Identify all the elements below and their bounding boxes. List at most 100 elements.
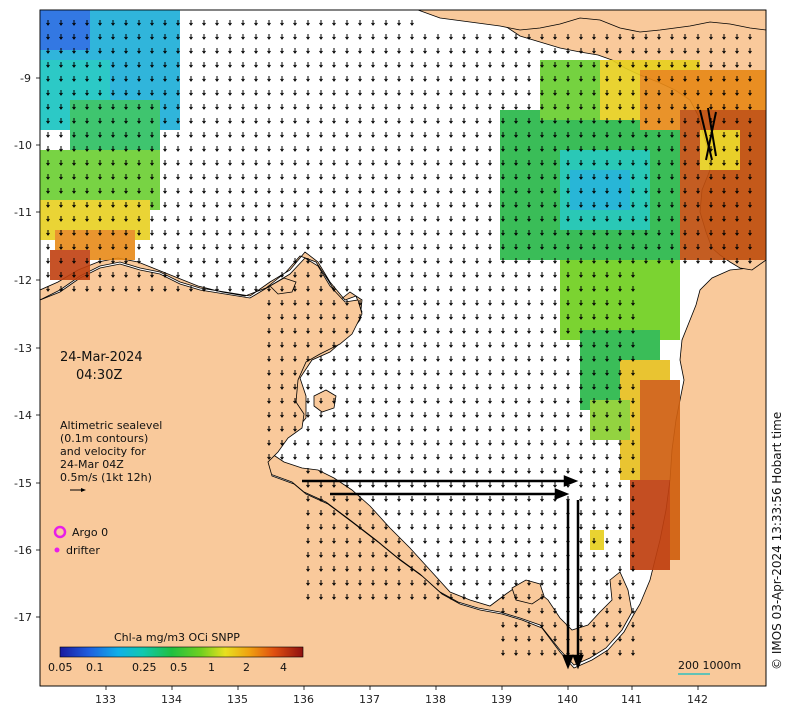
velocity-arrow: [397, 342, 401, 348]
velocity-arrow: [319, 20, 323, 26]
velocity-arrow: [410, 496, 414, 502]
velocity-arrow: [696, 216, 700, 222]
velocity-arrow: [293, 286, 297, 292]
drifter-label: drifter: [66, 544, 100, 557]
velocity-arrow: [332, 258, 336, 264]
velocity-arrow: [332, 580, 336, 586]
velocity-arrow: [514, 398, 518, 404]
velocity-arrow: [670, 132, 674, 138]
velocity-arrow: [241, 258, 245, 264]
velocity-arrow: [592, 188, 596, 194]
velocity-arrow: [280, 356, 284, 362]
velocity-arrow: [631, 538, 635, 544]
velocity-arrow: [748, 76, 752, 82]
velocity-arrow: [267, 398, 271, 404]
velocity-arrow: [332, 538, 336, 544]
velocity-arrow: [46, 62, 50, 68]
velocity-arrow: [553, 524, 557, 530]
velocity-arrow: [345, 90, 349, 96]
velocity-arrow: [397, 160, 401, 166]
velocity-arrow: [527, 34, 531, 40]
velocity-arrow: [215, 230, 219, 236]
velocity-arrow: [527, 286, 531, 292]
lon-tick: 142: [687, 693, 708, 706]
velocity-arrow: [59, 48, 63, 54]
velocity-arrow: [449, 230, 453, 236]
velocity-arrow: [618, 636, 622, 642]
velocity-arrow: [488, 454, 492, 460]
velocity-arrow: [85, 118, 89, 124]
velocity-arrow: [371, 328, 375, 334]
velocity-arrow: [358, 496, 362, 502]
velocity-arrow: [683, 62, 687, 68]
velocity-arrow: [657, 202, 661, 208]
velocity-arrow: [644, 160, 648, 166]
velocity-arrow: [215, 104, 219, 110]
velocity-arrow: [345, 62, 349, 68]
velocity-arrow: [384, 160, 388, 166]
velocity-arrow: [189, 48, 193, 54]
velocity-arrow: [410, 104, 414, 110]
velocity-arrow: [592, 160, 596, 166]
velocity-arrow: [735, 132, 739, 138]
velocity-arrow: [189, 230, 193, 236]
velocity-arrow: [358, 482, 362, 488]
velocity-arrow: [137, 62, 141, 68]
velocity-arrow: [436, 300, 440, 306]
velocity-arrow: [683, 202, 687, 208]
velocity-arrow: [618, 482, 622, 488]
velocity-arrow: [475, 90, 479, 96]
velocity-arrow: [371, 524, 375, 530]
lat-minus: -: [14, 409, 18, 422]
velocity-arrow: [384, 496, 388, 502]
velocity-arrow: [423, 328, 427, 334]
velocity-arrow: [358, 76, 362, 82]
velocity-arrow: [267, 384, 271, 390]
velocity-arrow: [150, 34, 154, 40]
velocity-arrow: [436, 314, 440, 320]
velocity-arrow: [488, 146, 492, 152]
velocity-arrow: [267, 258, 271, 264]
velocity-arrow: [202, 20, 206, 26]
velocity-arrow: [241, 146, 245, 152]
velocity-arrow: [332, 566, 336, 572]
velocity-arrow: [358, 314, 362, 320]
velocity-arrow: [683, 104, 687, 110]
velocity-arrow: [267, 34, 271, 40]
velocity-arrow: [345, 594, 349, 600]
velocity-arrow: [345, 146, 349, 152]
velocity-arrow: [371, 370, 375, 376]
velocity-arrow: [319, 188, 323, 194]
velocity-arrow: [280, 426, 284, 432]
velocity-arrow: [735, 118, 739, 124]
velocity-arrow: [605, 328, 609, 334]
lat-minus: -: [14, 477, 18, 490]
velocity-arrow: [345, 440, 349, 446]
velocity-arrow: [267, 426, 271, 432]
velocity-arrow: [176, 272, 180, 278]
velocity-arrow: [722, 188, 726, 194]
velocity-arrow: [579, 146, 583, 152]
velocity-arrow: [527, 650, 531, 656]
velocity-arrow: [293, 412, 297, 418]
velocity-arrow: [397, 356, 401, 362]
velocity-arrow: [514, 272, 518, 278]
velocity-arrow: [293, 90, 297, 96]
velocity-arrow: [228, 62, 232, 68]
velocity-arrow: [631, 286, 635, 292]
velocity-arrow: [228, 202, 232, 208]
velocity-arrow: [488, 76, 492, 82]
velocity-arrow: [501, 174, 505, 180]
velocity-arrow: [410, 594, 414, 600]
velocity-arrow: [319, 34, 323, 40]
velocity-arrow: [72, 202, 76, 208]
velocity-arrow: [592, 132, 596, 138]
velocity-arrow: [449, 468, 453, 474]
velocity-arrow: [332, 132, 336, 138]
velocity-arrow: [592, 146, 596, 152]
velocity-arrow: [566, 314, 570, 320]
velocity-arrow: [618, 216, 622, 222]
velocity-arrow: [579, 300, 583, 306]
velocity-arrow: [397, 146, 401, 152]
velocity-arrow: [293, 440, 297, 446]
